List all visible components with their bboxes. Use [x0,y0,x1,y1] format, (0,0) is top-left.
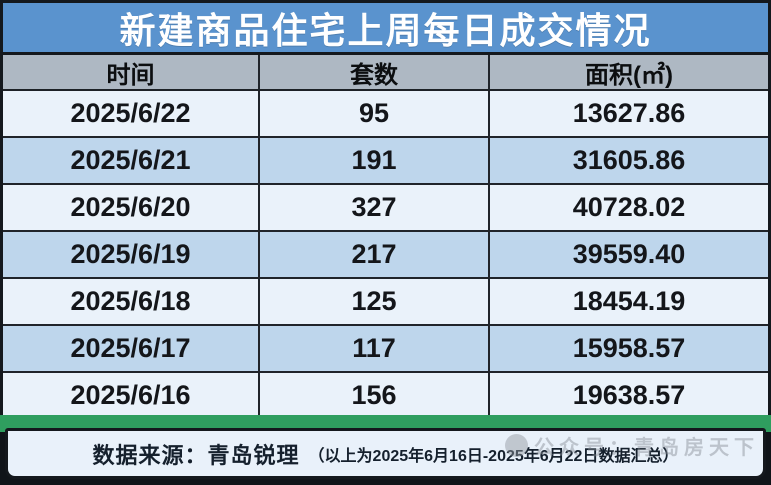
date-cell: 2025/6/20 [3,185,260,230]
date-cell: 2025/6/17 [3,326,260,371]
data-source-footer: 数据来源：青岛锐理 （以上为2025年6月16日-2025年6月22日数据汇总） [5,428,766,479]
units-cell: 125 [260,279,490,324]
column-header-date: 时间 [3,55,260,89]
table-title: 新建商品住宅上周每日成交情况 [119,9,652,51]
units-cell: 156 [260,373,490,418]
table-title-bar: 新建商品住宅上周每日成交情况 [3,3,768,55]
units-cell: 217 [260,232,490,277]
housing-sales-table: 新建商品住宅上周每日成交情况 时间 套数 面积(㎡) 2025/6/22 95 … [0,0,771,418]
circle-badge-icon [505,433,528,457]
data-source-label: 数据来源：青岛锐理 [92,442,300,468]
units-cell: 117 [260,326,490,371]
area-cell: 19638.57 [572,380,686,410]
table-row: 2025/6/22 95 13627.86 [3,91,768,136]
data-range-note: （以上为2025年6月16日-2025年6月22日数据汇总） [308,447,679,465]
watermark: 公众号：青岛房天下 [505,430,759,460]
table-header-row: 时间 套数 面积(㎡) [3,55,768,91]
area-cell: 40728.02 [572,192,686,222]
table-row: 2025/6/17 117 15958.57 [3,324,768,371]
units-cell: 327 [260,185,490,230]
date-cell: 2025/6/16 [3,373,260,418]
table-row: 2025/6/19 217 39559.40 [3,230,768,277]
table-row: 2025/6/20 327 40728.02 [3,183,768,230]
column-header-units: 套数 [260,55,490,89]
green-accent-strip [0,415,771,432]
table-row: 2025/6/21 191 31605.86 [3,136,768,183]
table-row: 2025/6/18 125 18454.19 [3,277,768,324]
date-cell: 2025/6/18 [3,279,260,324]
date-cell: 2025/6/21 [3,138,260,183]
watermark-text: 公众号：青岛房天下 [534,436,759,459]
area-cell: 15958.57 [572,333,686,363]
units-cell: 95 [260,91,490,136]
area-cell: 31605.86 [572,145,686,175]
column-header-area: 面积(㎡) [585,61,673,89]
table-body: 2025/6/22 95 13627.86 2025/6/21 191 3160… [3,91,768,418]
area-cell: 18454.19 [572,286,686,316]
date-cell: 2025/6/22 [3,91,260,136]
table-row: 2025/6/16 156 19638.57 [3,371,768,418]
area-cell: 13627.86 [572,98,686,128]
area-cell: 39559.40 [572,239,686,269]
date-cell: 2025/6/19 [3,232,260,277]
units-cell: 191 [260,138,490,183]
